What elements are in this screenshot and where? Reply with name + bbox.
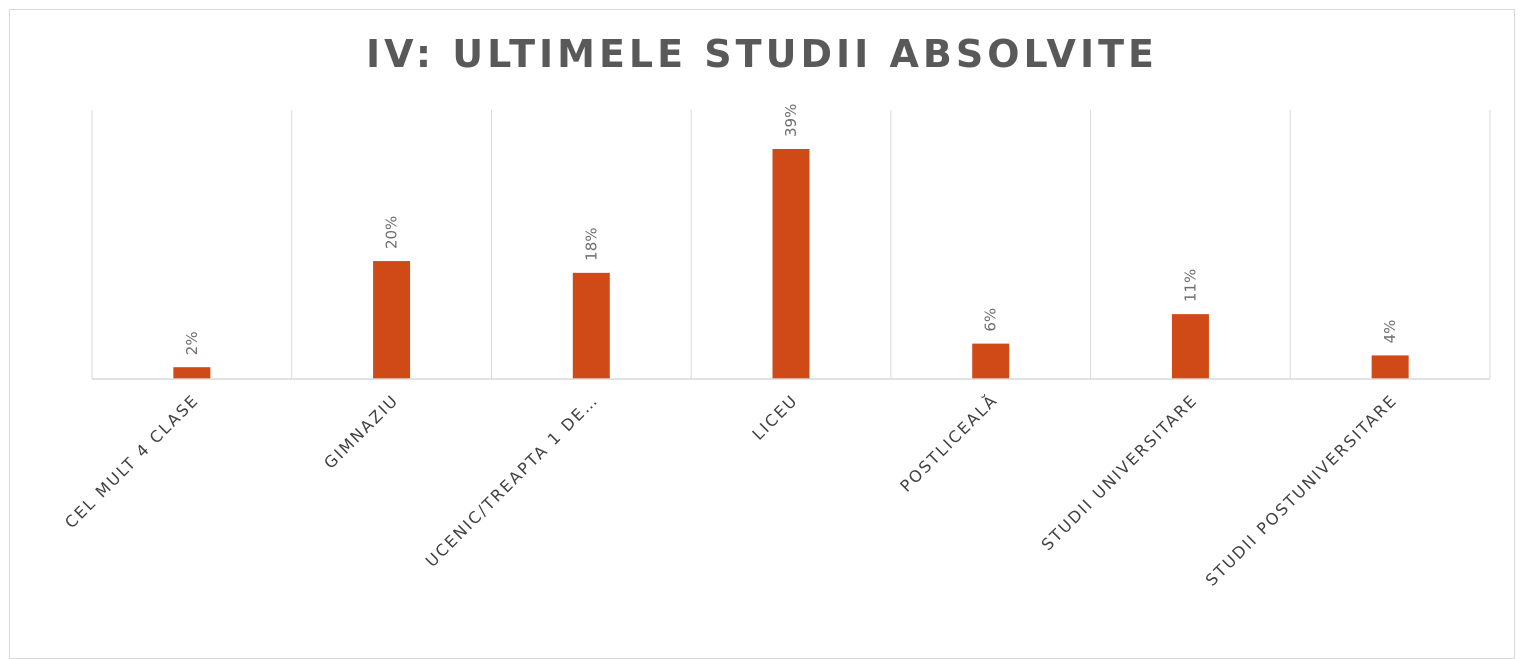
bar (173, 367, 211, 379)
data-label: 20% (383, 216, 401, 249)
category-label: LICEU (748, 390, 801, 443)
data-label: 2% (183, 331, 201, 355)
bar (1171, 314, 1209, 379)
bar (373, 261, 411, 379)
category-label: STUDII UNIVERSITARE (1037, 390, 1201, 554)
category-label: POSTLICEALĂ (896, 390, 1001, 495)
data-label: 4% (1381, 320, 1399, 344)
bar (1371, 355, 1409, 379)
chart-title: IV: ULTIMELE STUDII ABSOLVITE (366, 32, 1158, 76)
data-label: 11% (1181, 269, 1199, 302)
data-label: 18% (582, 228, 600, 261)
chart-frame (9, 9, 1515, 659)
bar (772, 149, 810, 379)
data-label: 39% (782, 104, 800, 137)
bar (972, 343, 1010, 379)
category-label: STUDII POSTUNIVERSITARE (1202, 390, 1401, 589)
data-label: 6% (982, 308, 1000, 332)
category-label: UCENIC/TREAPTA 1 DE… (422, 390, 602, 570)
category-label: GIMNAZIU (320, 390, 402, 472)
bar (572, 272, 610, 379)
category-label: CEL MULT 4 CLASE (61, 390, 203, 532)
